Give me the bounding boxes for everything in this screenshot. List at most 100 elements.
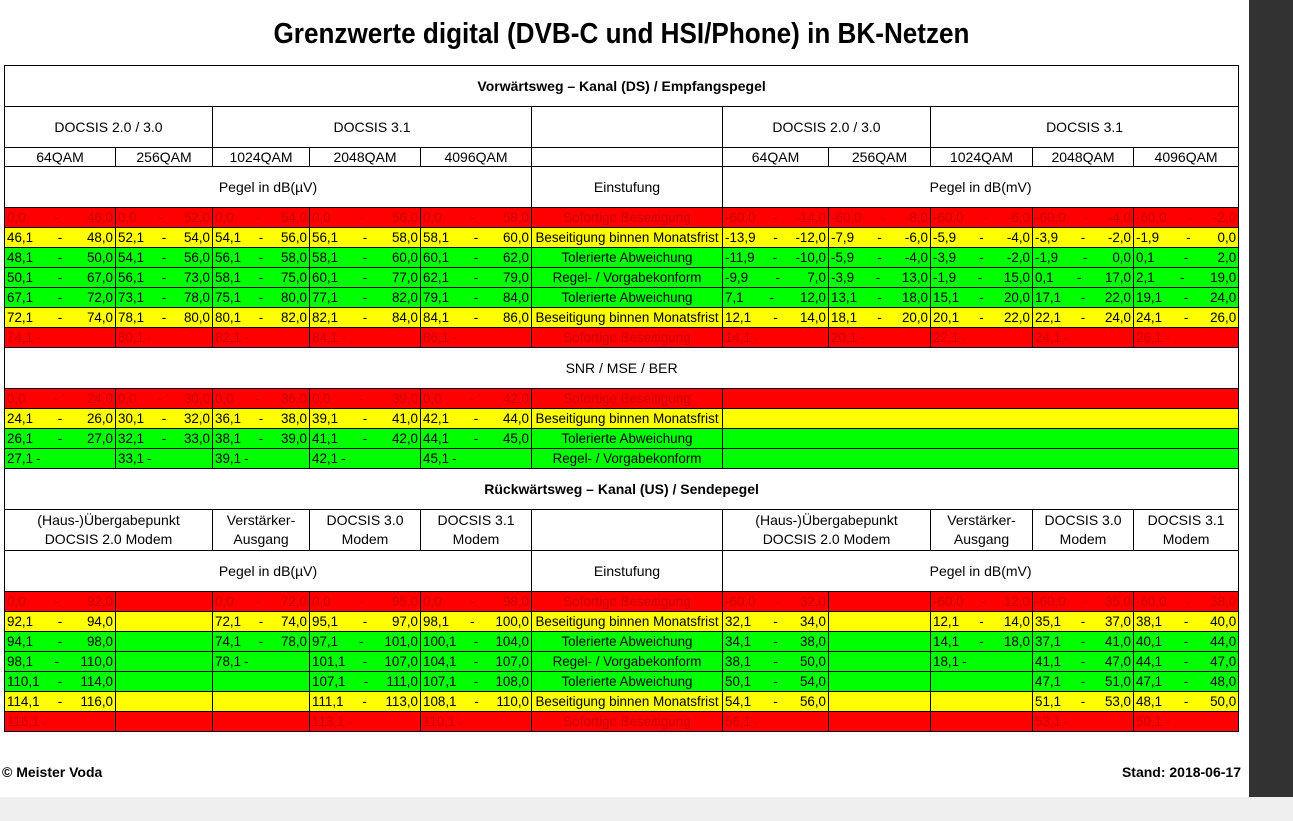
value-cell: 12,1-14,0 <box>722 307 829 328</box>
range-to: 19,0 <box>1210 270 1237 285</box>
range-from: 95,1 <box>312 614 339 629</box>
value-cell: 56,1-58,0 <box>212 247 310 268</box>
value-cell: 101,1-107,0 <box>309 651 421 672</box>
empty-cell <box>721 428 1240 449</box>
range-to: 18,0 <box>1003 634 1030 649</box>
range-from: -5,9 <box>831 250 855 265</box>
value-cell: 67,1-72,0 <box>4 287 116 308</box>
range-to: 82,0 <box>391 290 418 305</box>
group-label: Verstärker- Ausgang <box>930 509 1033 551</box>
range-to: 86,0 <box>502 310 529 325</box>
value-cell: 77,1-82,0 <box>309 287 421 308</box>
empty-cell <box>115 631 213 652</box>
range-from: 15,1 <box>933 290 960 305</box>
range-to: 2,0 <box>1217 250 1237 265</box>
value-cell: -3,9- -2,0 <box>1032 227 1134 248</box>
range-from: -3,9 <box>1035 230 1059 245</box>
value-cell: -9,9-7,0 <box>722 267 829 288</box>
range-to: 24,0 <box>1210 290 1237 305</box>
empty-cell <box>115 671 213 692</box>
value-cell: 107,1-111,0 <box>309 671 421 692</box>
range-to: 60,0 <box>502 230 529 245</box>
range-to: 56,0 <box>391 210 418 225</box>
range-from: -60,0 <box>1136 594 1167 609</box>
range-to: 108,0 <box>495 674 529 689</box>
range-from: -60,0 <box>1136 210 1167 225</box>
modulation-row: 64QAM 256QAM 1024QAM 2048QAM 4096QAM 64QAM 256… <box>4 147 1240 167</box>
classification-label: Regel- / Vorgabekonform <box>531 267 723 288</box>
range-to: 22,0 <box>1003 310 1030 325</box>
range-from: 14,1 <box>933 634 960 649</box>
range-from: 50,1 <box>7 270 34 285</box>
range-to: 92,0 <box>86 594 113 609</box>
range-from: 98,1 <box>7 654 34 669</box>
range-from: 47,1 <box>1136 674 1163 689</box>
group-header-row: DOCSIS 2.0 / 3.0 DOCSIS 3.1 DOCSIS 2.0 / 3… <box>4 106 1240 148</box>
range-from: 24,1 <box>1035 330 1062 345</box>
range-from: 101,1 <box>312 654 346 669</box>
value-cell: -7,9- -6,0 <box>828 227 931 248</box>
range-to: -4,0 <box>1107 210 1131 225</box>
empty-cell <box>828 691 931 712</box>
range-from: 36,1 <box>215 411 242 426</box>
range-to: 100,0 <box>495 614 529 629</box>
range-to: 82,0 <box>280 310 307 325</box>
range-to: 18,0 <box>901 290 928 305</box>
value-cell: 27,1- <box>4 448 116 469</box>
range-to: 48,0 <box>86 230 113 245</box>
empty-cell <box>828 611 931 632</box>
modulation-label: 2048QAM <box>309 147 421 167</box>
range-from: 56,1 <box>725 714 752 729</box>
section-header-us: Rückwärtsweg – Kanal (US) / Sendepegel <box>3 468 1240 510</box>
value-cell: 22,1-24,0 <box>1032 307 1134 328</box>
range-from: 34,1 <box>725 634 752 649</box>
range-from: -60,0 <box>933 210 964 225</box>
value-cell: 12,1-14,0 <box>930 611 1033 632</box>
range-to: 56,0 <box>280 230 307 245</box>
range-from: 12,1 <box>725 310 752 325</box>
range-to: 39,0 <box>391 391 418 406</box>
value-cell: 0,0-39,0 <box>309 388 421 409</box>
empty-cell <box>930 711 1033 732</box>
range-to: 42,0 <box>391 431 418 446</box>
range-to: 73,0 <box>183 270 210 285</box>
range-from: -60,0 <box>725 594 756 609</box>
value-cell: 18,1-20,0 <box>828 307 931 328</box>
value-cell: 0,0-56,0 <box>309 207 421 228</box>
range-to: 78,0 <box>183 290 210 305</box>
range-from: 38,1 <box>215 431 242 446</box>
value-cell: 32,1-34,0 <box>722 611 829 632</box>
range-to: 24,0 <box>86 391 113 406</box>
range-to: 60,0 <box>391 250 418 265</box>
value-cell: 47,1-48,0 <box>1132 671 1240 692</box>
value-cell: 79,1-84,0 <box>420 287 532 308</box>
range-from: 80,1 <box>215 310 242 325</box>
value-cell: 51,1-53,0 <box>1032 691 1134 712</box>
scrollbar[interactable] <box>1249 0 1293 797</box>
range-to: 50,0 <box>86 250 113 265</box>
range-from: 27,1 <box>7 451 34 466</box>
empty-cell <box>115 691 213 712</box>
value-cell: 80,1-82,0 <box>212 307 310 328</box>
range-from: -1,9 <box>1136 230 1160 245</box>
range-from: 86,1 <box>423 330 450 345</box>
range-to: 58,0 <box>391 230 418 245</box>
range-to: 15,0 <box>1003 270 1030 285</box>
group-label: DOCSIS 3.0 Modem <box>1032 509 1134 551</box>
range-from: 56,1 <box>312 230 339 245</box>
value-cell: -60,0- -8,0 <box>828 207 931 228</box>
range-to: 12,0 <box>799 290 826 305</box>
empty-cell <box>721 448 1240 469</box>
range-from: 47,1 <box>1035 674 1062 689</box>
range-to: 50,0 <box>799 654 826 669</box>
range-to: 54,0 <box>183 230 210 245</box>
range-from: 97,1 <box>312 634 339 649</box>
range-from: 0,0 <box>423 391 442 406</box>
range-from: 0,0 <box>423 594 442 609</box>
range-from: 58,1 <box>215 270 242 285</box>
empty-cell <box>828 671 931 692</box>
range-from: 54,1 <box>215 230 242 245</box>
value-cell: 0,1-2,0 <box>1132 247 1240 268</box>
value-cell: 110,1-114,0 <box>4 671 116 692</box>
range-to: -12,0 <box>795 230 826 245</box>
